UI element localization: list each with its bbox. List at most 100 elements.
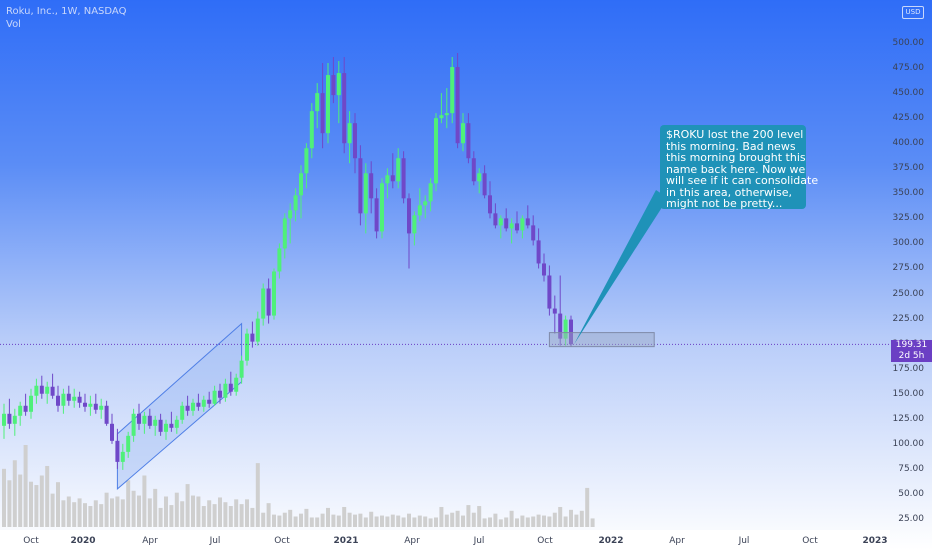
candle-body bbox=[520, 218, 525, 231]
volume-bar bbox=[509, 510, 514, 527]
volume-bar bbox=[363, 517, 368, 527]
time-axis[interactable]: Oct 2020 Apr Jul Oct 2021 Apr Jul Oct 2022 Apr Jul O… bbox=[0, 530, 890, 550]
x-tick-label: Oct bbox=[274, 536, 290, 546]
volume-bar bbox=[212, 504, 217, 527]
y-tick-label: 125.00 bbox=[892, 413, 925, 424]
y-tick-label: 375.00 bbox=[892, 163, 925, 174]
candle-body bbox=[45, 386, 50, 394]
y-tick-label: 450.00 bbox=[892, 88, 925, 99]
volume-bar bbox=[353, 514, 357, 527]
volume-bar bbox=[525, 517, 530, 527]
x-tick-label: Oct bbox=[537, 536, 553, 546]
candle-body bbox=[542, 263, 546, 276]
volume-bar bbox=[239, 504, 244, 527]
candle-body bbox=[83, 402, 87, 407]
currency-button[interactable]: USD bbox=[902, 6, 924, 19]
candle-body bbox=[50, 386, 55, 396]
candle-body bbox=[196, 402, 201, 407]
volume-bar bbox=[574, 514, 579, 527]
symbol-line[interactable]: Roku, Inc., 1W, NASDAQ bbox=[6, 6, 127, 17]
candle-body bbox=[266, 288, 271, 316]
volume-bar bbox=[428, 518, 433, 527]
volume-bar bbox=[120, 499, 125, 527]
candle-body bbox=[7, 413, 12, 424]
candle-body bbox=[147, 415, 152, 426]
callout-note[interactable]: $ROKU lost the 200 level this morning. B… bbox=[660, 125, 818, 209]
candle-body bbox=[261, 288, 266, 319]
volume-bar bbox=[482, 518, 487, 527]
volume-bar bbox=[417, 515, 422, 527]
volume-bar bbox=[185, 484, 190, 527]
volume-bar bbox=[466, 505, 471, 527]
candle-body bbox=[536, 240, 541, 264]
volume-bar bbox=[293, 516, 298, 527]
volume-bar bbox=[7, 480, 12, 527]
y-tick-label: 50.00 bbox=[898, 488, 924, 499]
price-channel[interactable] bbox=[116, 322, 243, 491]
candle-body bbox=[515, 223, 519, 231]
volume-bar bbox=[223, 502, 228, 527]
price-axis[interactable]: 500.00 475.00 450.00 425.00 400.00 375.00 350.… bbox=[890, 0, 932, 550]
volume-bar bbox=[180, 501, 185, 527]
volume-bar bbox=[218, 497, 222, 527]
volume-bar bbox=[444, 514, 449, 527]
volume-bar bbox=[493, 513, 498, 527]
candle-body bbox=[66, 393, 71, 401]
candle-body bbox=[110, 423, 114, 441]
candle-body bbox=[282, 218, 287, 249]
volume-bar bbox=[542, 515, 546, 527]
volume-bar bbox=[374, 516, 379, 527]
volume-bar bbox=[471, 512, 476, 527]
candle-body bbox=[304, 148, 309, 174]
candle-body bbox=[201, 399, 206, 407]
candle-body bbox=[342, 73, 347, 144]
candle-body bbox=[245, 333, 249, 361]
candle-body bbox=[428, 183, 433, 202]
volume-bar bbox=[23, 445, 28, 527]
candle-body bbox=[185, 405, 190, 411]
volume-bar bbox=[2, 468, 6, 527]
volume-bar bbox=[228, 506, 233, 527]
volume-bar bbox=[423, 516, 428, 527]
volume-bar bbox=[498, 519, 503, 527]
volume-bar bbox=[282, 512, 287, 527]
candle-body bbox=[374, 198, 379, 232]
volume-bar bbox=[504, 517, 509, 527]
candle-body bbox=[164, 423, 168, 432]
candle-body bbox=[153, 419, 158, 426]
y-tick-label: 425.00 bbox=[892, 113, 925, 124]
x-tick-label: Apr bbox=[142, 536, 158, 546]
volume-bar bbox=[18, 474, 23, 527]
candle-body bbox=[412, 215, 417, 234]
volume-bar bbox=[261, 512, 266, 527]
volume-bar bbox=[299, 513, 303, 527]
channel-shape[interactable] bbox=[116, 322, 243, 491]
consolidation-rect[interactable] bbox=[548, 332, 655, 348]
volume-bar bbox=[455, 510, 460, 527]
y-tick-label: 475.00 bbox=[892, 63, 925, 74]
candle-body bbox=[115, 440, 120, 462]
volume-bar bbox=[196, 496, 201, 527]
volume-bar bbox=[477, 506, 482, 527]
volume-bar bbox=[34, 485, 39, 527]
volume-bar bbox=[158, 507, 163, 527]
volume-bar bbox=[369, 511, 374, 527]
volume-bar bbox=[401, 517, 406, 527]
candle-body bbox=[77, 396, 82, 403]
consolidation-box[interactable] bbox=[548, 332, 655, 348]
volume-bar bbox=[552, 512, 557, 527]
candle-body bbox=[272, 271, 276, 316]
candle-body bbox=[455, 67, 460, 144]
candle-body bbox=[434, 118, 438, 184]
volume-bar bbox=[147, 498, 152, 527]
volume-bar bbox=[50, 493, 55, 527]
candle-body bbox=[444, 113, 449, 116]
y-tick-label: 325.00 bbox=[892, 213, 925, 224]
candle-body bbox=[461, 123, 465, 144]
y-tick-label: 250.00 bbox=[892, 288, 925, 299]
volume-bar bbox=[326, 507, 330, 527]
volume-bar bbox=[590, 518, 595, 527]
candle-body bbox=[369, 173, 374, 199]
candle-body bbox=[23, 405, 28, 412]
